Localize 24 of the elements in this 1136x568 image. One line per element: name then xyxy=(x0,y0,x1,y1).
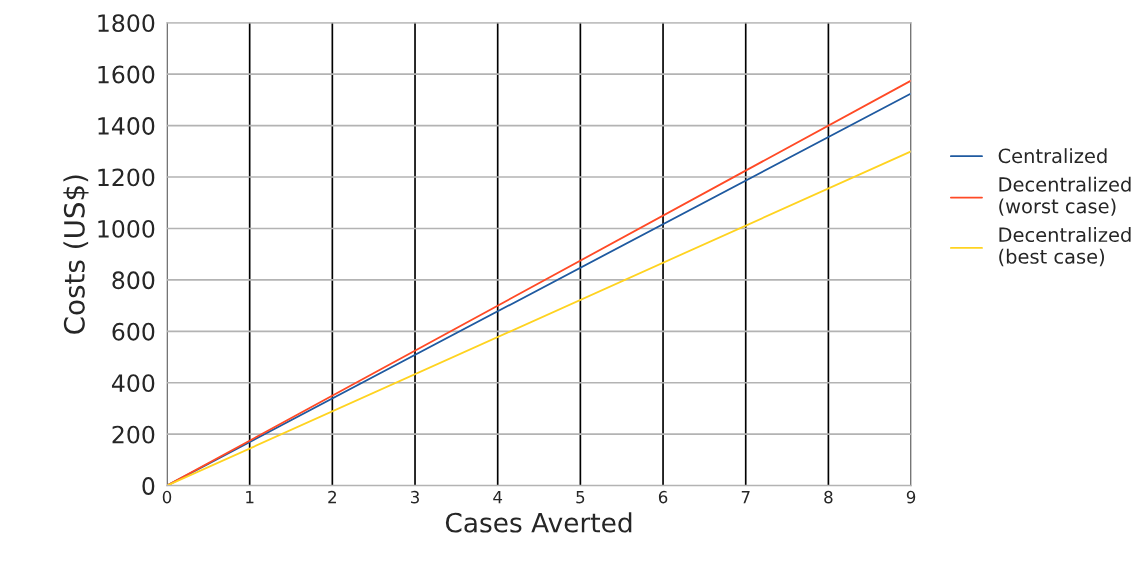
y-tick-label: 1600 xyxy=(98,65,155,84)
y-tick-label: 800 xyxy=(112,271,155,290)
legend-label: Decentralized (best case) xyxy=(999,227,1131,267)
y-tick-label: 1400 xyxy=(98,117,155,135)
x-tick-label: 0 xyxy=(162,490,172,504)
y-axis-title: Costs (US$) xyxy=(63,175,89,334)
x-tick-label: 8 xyxy=(824,490,833,504)
x-tick-label: 2 xyxy=(328,490,336,504)
x-tick-label: 4 xyxy=(493,491,503,504)
y-tick-label: 400 xyxy=(111,374,155,393)
x-tick-label: 3 xyxy=(410,490,419,504)
legend-label: Centralized xyxy=(998,148,1107,164)
x-tick-label: 6 xyxy=(658,490,668,504)
x-axis-title: Cases Averted xyxy=(445,512,632,533)
y-tick-label: 200 xyxy=(112,425,155,444)
y-tick-label: 600 xyxy=(112,322,155,341)
x-tick-label: 9 xyxy=(906,490,916,504)
y-tick-label: 1800 xyxy=(98,14,155,33)
x-tick-label: 1 xyxy=(246,491,254,504)
legend-label: Decentralized (worst case) xyxy=(999,176,1131,216)
x-tick-label: 5 xyxy=(576,491,585,504)
x-tick-label: 7 xyxy=(741,491,750,504)
y-tick-label: 1000 xyxy=(98,219,155,238)
y-tick-label: 1200 xyxy=(98,168,155,187)
